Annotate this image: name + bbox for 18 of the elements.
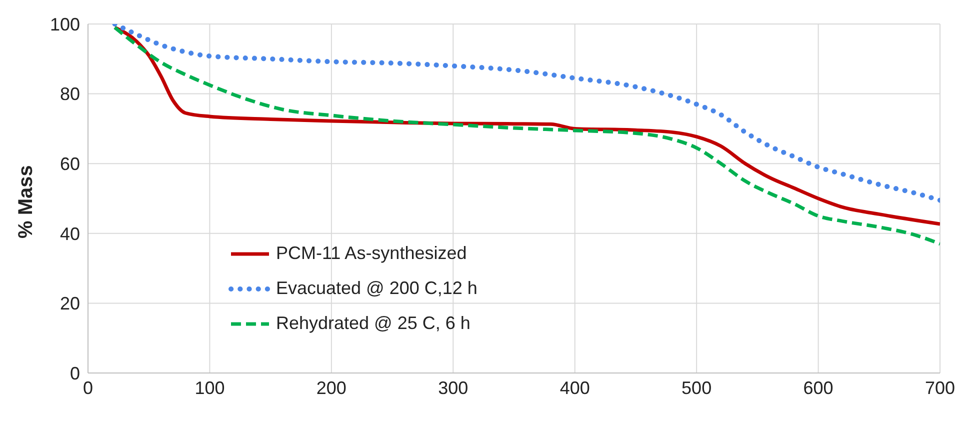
x-tick-label: 100 [194, 378, 225, 398]
y-tick-label: 40 [60, 224, 80, 244]
x-tick-label: 700 [924, 378, 956, 398]
y-tick-label: 100 [50, 14, 80, 34]
y-tick-label: 60 [60, 154, 80, 174]
legend-label: Evacuated @ 200 C,12 h [276, 278, 478, 299]
x-tick-label: 0 [82, 378, 94, 398]
x-tick-label: 600 [803, 378, 834, 398]
legend-label: PCM-11 As-synthesized [276, 243, 467, 264]
legend-label: Rehydrated @ 25 C, 6 h [276, 313, 470, 334]
y-tick-label: 80 [60, 84, 80, 104]
y-axis-title: % Mass [15, 165, 38, 238]
x-tick-label: 200 [316, 378, 346, 398]
x-tick-label: 500 [682, 378, 712, 398]
x-tick-label: 300 [438, 378, 468, 398]
y-tick-label: 0 [70, 363, 80, 384]
x-tick-label: 400 [560, 378, 590, 398]
y-tick-label: 20 [60, 294, 80, 314]
